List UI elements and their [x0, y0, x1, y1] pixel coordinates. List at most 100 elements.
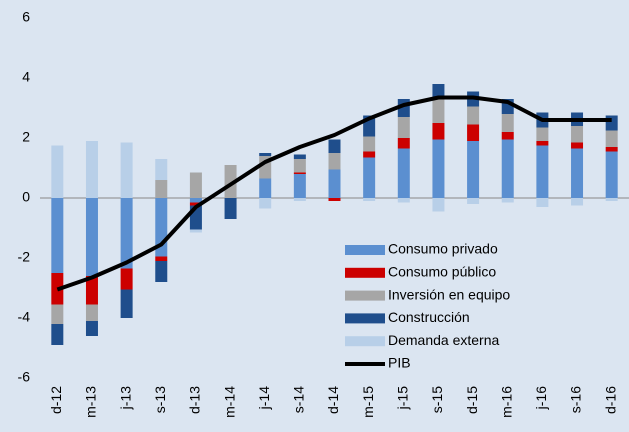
bar-segment	[293, 154, 306, 159]
bar-segment	[571, 142, 584, 149]
y-tick-label: 4	[22, 69, 30, 85]
legend-label: Construcción	[388, 309, 470, 325]
bar-segment	[467, 141, 480, 198]
bar-segment	[51, 198, 64, 273]
bar-segment	[571, 198, 584, 206]
bar-segment	[51, 324, 64, 345]
y-tick-label: -2	[18, 249, 31, 265]
bar-segment	[432, 84, 445, 98]
legend-swatch	[345, 245, 385, 255]
bar-segment	[224, 165, 237, 198]
bar-segment	[536, 145, 549, 198]
x-tick-label: s-15	[429, 386, 445, 413]
legend-label: Demanda externa	[388, 332, 500, 348]
bar-segment	[259, 178, 272, 198]
bar-segment	[328, 139, 341, 153]
legend-label: Consumo privado	[388, 241, 498, 257]
bar-segment	[467, 124, 480, 141]
bar-segment	[467, 198, 480, 204]
bar-segment	[120, 198, 133, 269]
bar-segment	[293, 198, 306, 201]
bar-segment	[120, 268, 133, 290]
bar-segment	[85, 141, 98, 198]
bar-segment	[432, 123, 445, 140]
bar-segment	[85, 304, 98, 321]
x-tick-label: s-13	[152, 386, 168, 413]
legend-swatch	[345, 267, 385, 278]
bar-segment	[328, 198, 341, 201]
legend-label: Consumo público	[388, 264, 496, 280]
bar-segment	[605, 151, 618, 198]
legend-swatch	[345, 313, 385, 324]
bar-segment	[432, 198, 445, 212]
bar-segment	[189, 202, 202, 206]
x-tick-label: s-16	[568, 386, 584, 413]
legend-label: PIB	[388, 355, 411, 371]
bar-segment	[85, 276, 98, 305]
y-tick-label: 6	[22, 9, 30, 25]
bar-segment	[259, 198, 272, 209]
y-tick-label: -6	[18, 369, 31, 385]
y-tick-label: -4	[18, 309, 31, 325]
bar-segment	[293, 159, 306, 173]
line-series	[56, 95, 612, 292]
bar-segment	[501, 114, 514, 132]
bar-segment	[363, 198, 376, 201]
bar-segment	[189, 172, 202, 198]
bar-segment	[51, 145, 64, 198]
bar-segment	[120, 142, 133, 198]
x-tick-label: d-14	[325, 386, 341, 414]
bar-segment	[397, 148, 410, 198]
x-tick-label: j-15	[394, 386, 410, 411]
bar-segment	[189, 229, 202, 233]
x-tick-label: s-14	[291, 386, 307, 413]
bar-segment	[432, 97, 445, 123]
bar-segment	[467, 106, 480, 125]
bar-segment	[363, 151, 376, 158]
bar-segment	[293, 174, 306, 198]
bar-segment	[363, 157, 376, 198]
x-tick-label: d-15	[464, 386, 480, 414]
x-tick-label: m-15	[360, 386, 376, 418]
bar-segment	[85, 198, 98, 276]
bar-segment	[155, 261, 168, 282]
bar-segment	[51, 304, 64, 324]
y-tick-label: 0	[22, 189, 30, 205]
bar-segment	[571, 148, 584, 198]
bar-segment	[605, 130, 618, 147]
legend-swatch	[345, 336, 385, 347]
bar-segment	[85, 321, 98, 336]
x-tick-label: j-14	[256, 386, 272, 411]
legend-label: Inversión en equipo	[388, 286, 510, 302]
bar-segment	[293, 172, 306, 174]
bar-segment	[536, 141, 549, 146]
bar-segment	[605, 198, 618, 201]
bar-segment	[536, 198, 549, 207]
x-tick-label: m-16	[498, 386, 514, 418]
bar-segment	[363, 136, 376, 152]
x-tick-label: d-16	[602, 386, 618, 414]
bar-segment	[397, 117, 410, 138]
x-tick-label: d-12	[48, 386, 64, 414]
bar-segment	[501, 139, 514, 198]
legend-swatch	[345, 290, 385, 301]
bar-segment	[155, 180, 168, 198]
y-tick-label: 2	[22, 129, 30, 145]
x-tick-label: m-13	[83, 386, 99, 418]
bar-segment	[536, 127, 549, 141]
bar-segment	[328, 169, 341, 198]
bar-segment	[432, 139, 445, 198]
bar-segment	[155, 159, 168, 180]
bar-segment	[120, 289, 133, 318]
bar-segment	[501, 198, 514, 203]
bar-segment	[397, 138, 410, 149]
bar-segment	[605, 147, 618, 152]
x-tick-label: d-13	[187, 386, 203, 414]
bar-segment	[328, 153, 341, 170]
bar-segment	[224, 198, 237, 219]
x-tick-label: j-13	[117, 386, 133, 411]
x-tick-label: j-16	[533, 386, 549, 411]
bar-segment	[501, 132, 514, 140]
x-tick-label: m-14	[221, 386, 237, 418]
